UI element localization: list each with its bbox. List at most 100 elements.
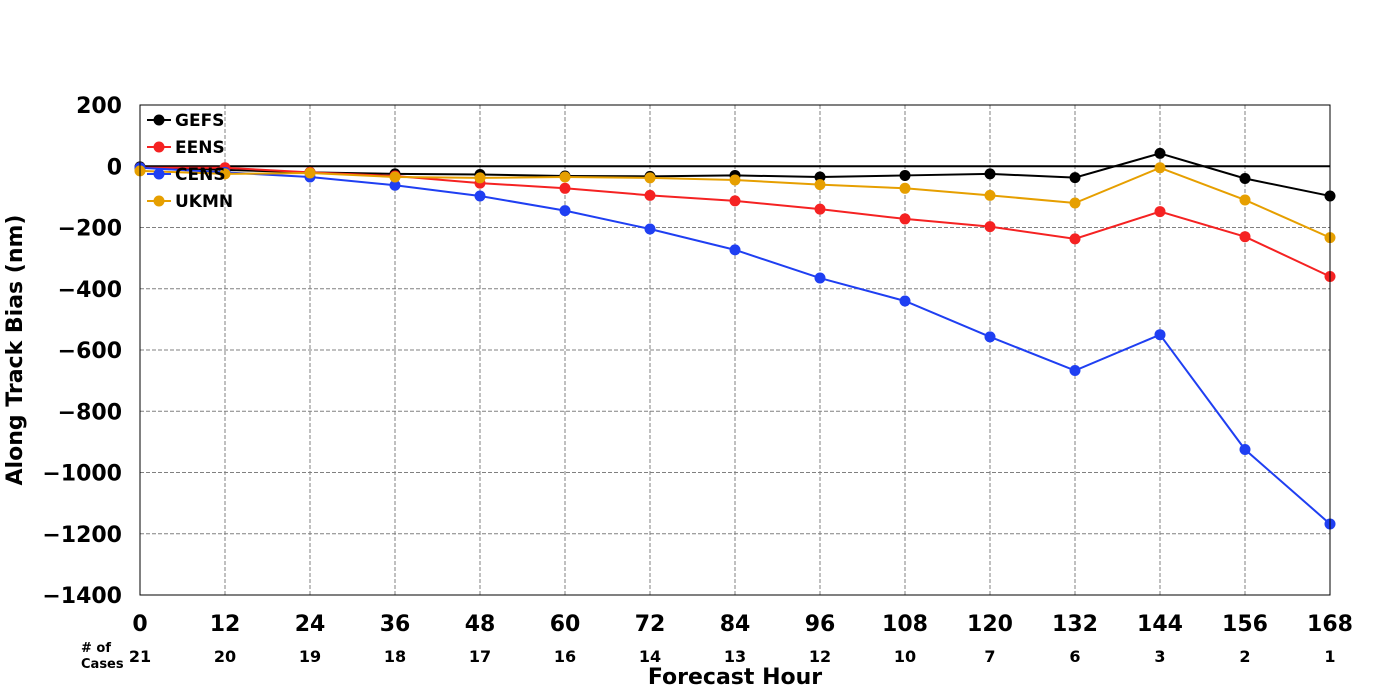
- case-count-label: 21: [129, 647, 151, 666]
- legend-marker-gefs: [153, 114, 165, 126]
- case-count-label: 1: [1324, 647, 1335, 666]
- legend-label-ukmn: UKMN: [175, 192, 233, 212]
- case-count-label: 7: [984, 647, 995, 666]
- data-point-gefs: [899, 169, 911, 181]
- x-tick-label: 84: [720, 612, 751, 637]
- legend-label-gefs: GEFS: [175, 111, 224, 131]
- data-point-cens: [644, 223, 656, 235]
- data-point-eens: [1069, 233, 1081, 245]
- cases-title-line1: # of: [81, 641, 111, 656]
- x-tick-label: 108: [882, 612, 928, 637]
- y-tick-label: 200: [76, 94, 122, 119]
- data-point-eens: [1154, 206, 1166, 218]
- data-point-ukmn: [474, 172, 486, 184]
- data-point-ukmn: [899, 182, 911, 194]
- data-point-ukmn: [1239, 194, 1251, 206]
- case-count-label: 16: [554, 647, 576, 666]
- data-point-gefs: [1069, 172, 1081, 184]
- y-tick-label: −800: [58, 400, 122, 425]
- x-tick-label: 132: [1052, 612, 1098, 637]
- case-count-label: 2: [1239, 647, 1250, 666]
- series-layer: [134, 147, 1336, 530]
- data-point-ukmn: [219, 168, 231, 180]
- data-point-gefs: [1239, 173, 1251, 184]
- x-tick-label: 96: [805, 612, 836, 637]
- legend-marker-ukmn: [153, 195, 165, 207]
- x-tick-label: 12: [210, 612, 241, 637]
- x-tick-label: 144: [1137, 612, 1183, 637]
- data-point-eens: [644, 189, 656, 201]
- data-point-eens: [984, 221, 996, 233]
- data-point-gefs: [984, 168, 996, 180]
- y-tick-label: −1000: [42, 462, 122, 487]
- legend-item-ukmn: UKMN: [147, 192, 233, 212]
- data-point-ukmn: [389, 171, 401, 183]
- case-count-label: 20: [214, 647, 236, 666]
- case-count-label: 6: [1069, 647, 1080, 666]
- data-point-cens: [1154, 329, 1166, 341]
- legend-marker-eens: [153, 141, 165, 153]
- data-point-ukmn: [814, 179, 826, 191]
- x-tick-labels: 0 12 24 36 48 60 72 84 96 108 120 132 144 156 168: [132, 612, 1353, 637]
- legend-item-gefs: GEFS: [147, 111, 224, 131]
- x-tick-label: 168: [1307, 612, 1353, 637]
- y-tick-label: −1400: [42, 584, 122, 609]
- data-point-ukmn: [984, 189, 996, 201]
- data-point-eens: [1239, 231, 1251, 243]
- data-point-ukmn: [1069, 197, 1081, 209]
- legend-item-cens: CENS: [147, 165, 226, 185]
- case-count-label: 14: [639, 647, 661, 666]
- case-count-label: 13: [724, 647, 746, 666]
- y-tick-label: −400: [58, 278, 122, 303]
- data-point-eens: [899, 213, 911, 225]
- data-point-ukmn: [559, 171, 571, 183]
- cases-title-line2: Cases: [81, 657, 124, 672]
- data-point-cens: [729, 244, 741, 256]
- data-point-ukmn: [304, 167, 316, 179]
- data-point-eens: [814, 203, 826, 215]
- data-point-gefs: [1154, 147, 1166, 159]
- data-point-cens: [389, 179, 401, 191]
- x-tick-label: 24: [295, 612, 326, 637]
- x-tick-label: 72: [635, 612, 666, 637]
- data-point-cens: [984, 331, 996, 343]
- y-tick-label: 0: [107, 155, 122, 180]
- legend: GEFS EENS CENS UKMN: [147, 111, 233, 212]
- case-count-label: 17: [469, 647, 491, 666]
- x-tick-label: 36: [380, 612, 411, 637]
- x-tick-label: 0: [132, 612, 147, 637]
- data-point-ukmn: [1154, 162, 1166, 174]
- case-count-label: 19: [299, 647, 321, 666]
- y-tick-label: −600: [58, 339, 122, 364]
- y-axis-title: Along Track Bias (nm): [3, 215, 28, 486]
- y-tick-label: −200: [58, 217, 122, 242]
- data-point-cens: [899, 295, 911, 307]
- data-point-cens: [559, 205, 571, 217]
- plot-frame: [139, 104, 1331, 596]
- series-ukmn: [134, 162, 1336, 244]
- y-tick-label: −1200: [42, 523, 122, 548]
- legend-label-eens: EENS: [175, 138, 225, 158]
- case-count-labels: 21 20 19 18 17 16 14 13 12 10 7 6 3 2 1: [129, 647, 1336, 666]
- data-point-ukmn: [644, 172, 656, 184]
- legend-item-eens: EENS: [147, 138, 225, 158]
- case-count-label: 3: [1154, 647, 1165, 666]
- legend-label-cens: CENS: [175, 165, 226, 185]
- y-tick-labels: 200 0 −200 −400 −600 −800 −1000 −1200 −1400: [42, 94, 122, 609]
- x-axis-title: Forecast Hour: [648, 665, 822, 690]
- data-point-cens: [1239, 444, 1251, 456]
- data-point-cens: [1069, 365, 1081, 377]
- x-tick-label: 60: [550, 612, 581, 637]
- case-count-label: 10: [894, 647, 916, 666]
- data-point-cens: [474, 190, 486, 202]
- x-tick-label: 156: [1222, 612, 1268, 637]
- data-point-ukmn: [729, 174, 741, 186]
- legend-marker-cens: [153, 168, 165, 180]
- case-count-label: 18: [384, 647, 406, 666]
- data-point-gefs: [814, 171, 826, 183]
- x-tick-label: 48: [465, 612, 496, 637]
- x-tick-label: 120: [967, 612, 1013, 637]
- case-count-label: 12: [809, 647, 831, 666]
- data-point-eens: [729, 195, 741, 207]
